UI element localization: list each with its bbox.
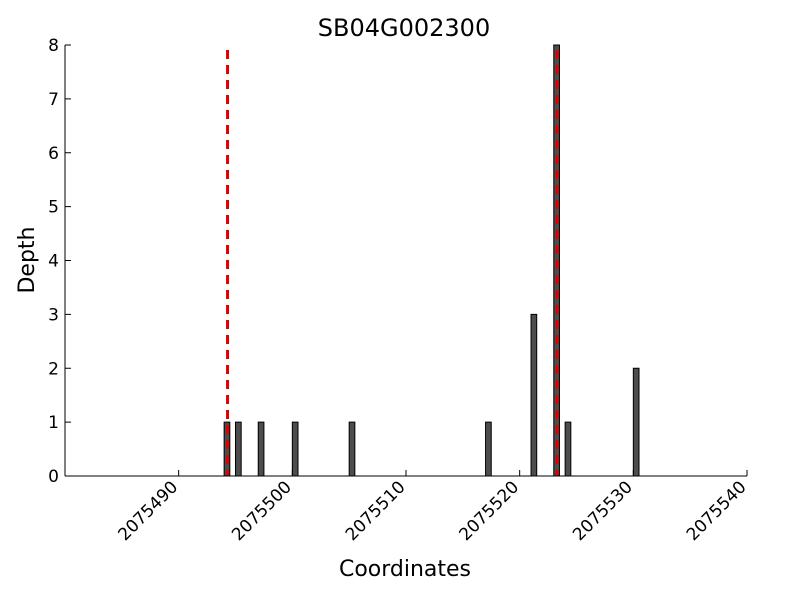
y-tick-label: 5	[48, 198, 59, 218]
bar	[257, 421, 265, 477]
y-tick-label: 4	[48, 252, 59, 272]
y-tick-label: 2	[48, 359, 59, 379]
bar	[235, 421, 242, 477]
y-tick-label: 7	[48, 90, 59, 110]
bar	[564, 421, 572, 477]
x-tick-label: 2075530	[569, 477, 637, 545]
bar	[530, 313, 538, 477]
x-tick-label: 2075490	[115, 477, 183, 545]
bars-layer	[223, 44, 640, 477]
x-tick-label: 2075520	[456, 477, 524, 545]
y-axis-label: Depth	[15, 226, 40, 293]
x-tick-label: 2075510	[342, 477, 410, 545]
bar	[632, 367, 640, 477]
axes-layer: 0 1 2 3 4 5 6 7 8 2075490 2075500 2075510 2075520 207…	[48, 36, 750, 545]
x-tick-label: 2075540	[683, 477, 751, 545]
y-tick-label: 6	[48, 144, 59, 164]
bar	[348, 421, 356, 477]
y-tick-label: 3	[48, 305, 59, 325]
bar	[485, 421, 492, 477]
x-tick-label: 2075500	[228, 477, 296, 545]
y-tick-label: 8	[48, 36, 59, 56]
reference-lines-layer	[226, 50, 559, 476]
y-tick-label: 0	[48, 467, 59, 487]
chart-title: SB04G002300	[318, 14, 490, 42]
y-tick-label: 1	[48, 413, 59, 433]
bar	[291, 421, 299, 477]
x-axis-label: Coordinates	[339, 557, 471, 582]
